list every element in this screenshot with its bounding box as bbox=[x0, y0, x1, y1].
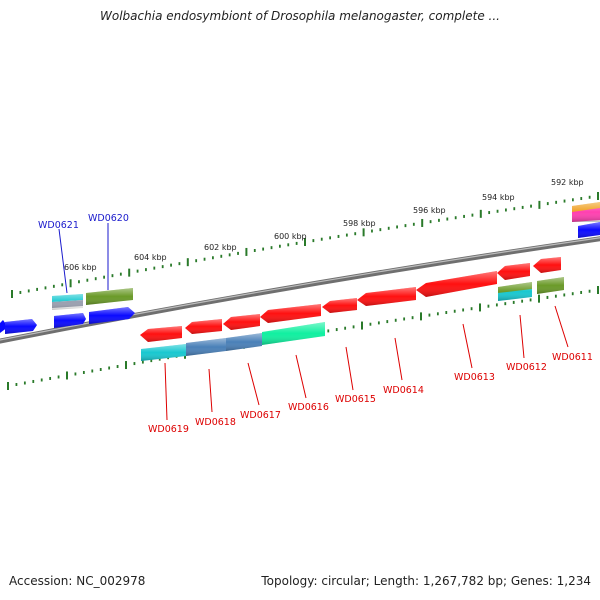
leader-line bbox=[58, 228, 68, 294]
gene-arrow[interactable] bbox=[578, 222, 600, 238]
gene-block[interactable] bbox=[86, 288, 133, 305]
forward-strand-genes bbox=[0, 202, 600, 334]
gene-block[interactable] bbox=[141, 344, 186, 361]
gene-block[interactable] bbox=[226, 333, 262, 351]
scale-label: 602 kbp bbox=[204, 243, 237, 252]
accession-label: Accession: NC_002978 bbox=[9, 574, 146, 588]
gene-label-wd0611[interactable]: WD0611 bbox=[552, 352, 593, 363]
leader-line bbox=[295, 354, 307, 399]
gene-arrow[interactable] bbox=[223, 314, 260, 330]
leader-line bbox=[345, 346, 354, 391]
gene-arrow[interactable] bbox=[322, 298, 357, 313]
leader-line bbox=[519, 314, 525, 359]
gene-arrow[interactable] bbox=[0, 320, 8, 333]
gene-label-wd0621[interactable]: WD0621 bbox=[38, 220, 79, 231]
genome-summary-label: Topology: circular; Length: 1,267,782 bp… bbox=[261, 574, 591, 588]
gene-arrow[interactable] bbox=[497, 263, 530, 280]
gene-block[interactable] bbox=[186, 338, 226, 356]
gene-label-wd0612[interactable]: WD0612 bbox=[506, 362, 547, 373]
gene-label-wd0620[interactable]: WD0620 bbox=[88, 213, 129, 224]
leader-line bbox=[394, 337, 403, 381]
scale-labels: 606 kbp 604 kbp 602 kbp 600 kbp 598 kbp … bbox=[64, 178, 584, 272]
gene-label-wd0616[interactable]: WD0616 bbox=[288, 402, 329, 413]
leader-line bbox=[247, 362, 260, 406]
scale-label: 596 kbp bbox=[413, 206, 446, 215]
genome-backbone bbox=[0, 236, 600, 344]
gene-label-wd0618[interactable]: WD0618 bbox=[195, 417, 236, 428]
gene-arrow[interactable] bbox=[416, 271, 497, 297]
gene-arrow[interactable] bbox=[185, 319, 222, 334]
scale-label: 598 kbp bbox=[343, 219, 376, 228]
outer-scale-ticks bbox=[11, 192, 599, 298]
gene-arrow[interactable] bbox=[89, 307, 135, 324]
scale-label: 594 kbp bbox=[482, 193, 515, 202]
gene-block[interactable] bbox=[262, 322, 325, 345]
scale-label: 606 kbp bbox=[64, 263, 97, 272]
gene-label-wd0617[interactable]: WD0617 bbox=[240, 410, 281, 421]
label-leader-lines bbox=[58, 223, 569, 421]
gene-label-wd0615[interactable]: WD0615 bbox=[335, 394, 376, 405]
reverse-gene-labels: WD0619 WD0618 WD0617 WD0616 WD0615 WD061… bbox=[148, 352, 593, 435]
gene-arrow[interactable] bbox=[54, 313, 86, 328]
scale-label: 604 kbp bbox=[134, 253, 167, 262]
gene-block[interactable] bbox=[52, 294, 83, 310]
gene-label-wd0613[interactable]: WD0613 bbox=[454, 372, 495, 383]
leader-line bbox=[208, 368, 213, 413]
gene-block[interactable] bbox=[498, 282, 532, 301]
map-title: Wolbachia endosymbiont of Drosophila mel… bbox=[100, 9, 500, 23]
gene-arrow[interactable] bbox=[572, 202, 600, 222]
gene-label-wd0619[interactable]: WD0619 bbox=[148, 424, 189, 435]
gene-label-wd0614[interactable]: WD0614 bbox=[383, 385, 424, 396]
gene-block[interactable] bbox=[537, 277, 564, 294]
gene-arrow[interactable] bbox=[140, 326, 182, 342]
gene-arrow[interactable] bbox=[5, 319, 37, 334]
scale-label: 600 kbp bbox=[274, 232, 307, 241]
gene-arrow[interactable] bbox=[260, 304, 321, 323]
reverse-strand-genes bbox=[140, 257, 564, 361]
leader-line bbox=[164, 362, 168, 421]
scale-label: 592 kbp bbox=[551, 178, 584, 187]
forward-gene-labels: WD0621 WD0620 bbox=[38, 213, 129, 231]
gene-arrow[interactable] bbox=[357, 287, 416, 306]
leader-line bbox=[554, 305, 569, 348]
leader-line bbox=[462, 323, 473, 369]
gene-arrow[interactable] bbox=[533, 257, 561, 273]
